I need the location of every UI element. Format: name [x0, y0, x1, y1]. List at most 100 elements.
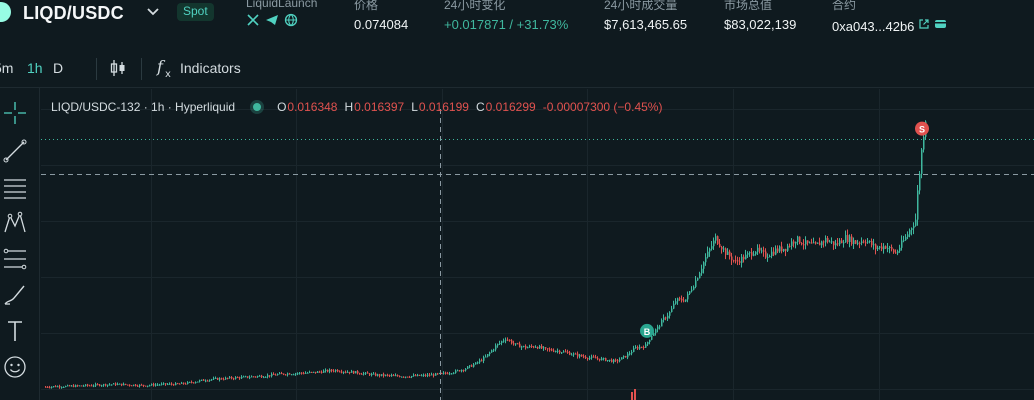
emoji-icon[interactable] — [0, 352, 30, 382]
candle-body — [209, 379, 211, 381]
candle-body — [303, 373, 305, 375]
candle-body — [915, 219, 917, 226]
candle-body — [859, 242, 861, 244]
candlestick-type-icon[interactable] — [110, 58, 126, 81]
candle-body — [643, 347, 645, 349]
candle-body — [415, 375, 417, 377]
pair-selector[interactable]: LIQD/USDC — [23, 3, 124, 23]
candle-body — [755, 251, 757, 255]
candle-body — [749, 252, 751, 254]
x-icon[interactable] — [246, 13, 260, 27]
candle-body — [409, 376, 411, 378]
candle-body — [403, 376, 405, 378]
candle-body — [667, 315, 669, 319]
candle-body — [53, 386, 55, 388]
candle-body — [737, 260, 739, 262]
candle-body — [123, 383, 125, 386]
candle-body — [569, 352, 571, 355]
candle-body — [779, 246, 781, 252]
candle-body — [883, 246, 885, 250]
candle-body — [207, 380, 209, 382]
stat-contract-value[interactable]: 0xa043...42b6 — [832, 18, 915, 34]
candle-body — [675, 301, 677, 304]
candle-body — [285, 374, 287, 376]
interval-1h[interactable]: 1h — [27, 60, 43, 76]
stat-24h-volume: 24小时成交量 $7,613,465.65 — [604, 0, 687, 32]
candle-body — [549, 349, 551, 351]
telegram-icon[interactable] — [265, 13, 279, 27]
candle-body — [177, 383, 179, 385]
legend-open-value: 0.016348 — [287, 100, 338, 114]
globe-icon[interactable] — [284, 13, 298, 27]
interval-5m[interactable]: 5m — [0, 60, 14, 76]
candle-body — [691, 289, 693, 292]
candle-body — [47, 386, 49, 388]
candle-body — [697, 278, 699, 281]
candle-body — [913, 225, 915, 229]
candle-body — [479, 360, 481, 363]
pattern-tool-icon[interactable] — [0, 208, 30, 238]
price-chart-canvas[interactable]: BS — [41, 89, 1034, 400]
candle-body — [689, 291, 691, 294]
candle-body — [449, 373, 451, 375]
candle-body — [489, 352, 491, 355]
candle-body — [557, 350, 559, 352]
candle-body — [513, 343, 515, 345]
candle-body — [657, 326, 659, 330]
horizontal-lines-icon[interactable] — [0, 172, 30, 202]
candle-body — [281, 373, 283, 375]
wallet-icon[interactable] — [934, 17, 947, 35]
candle-body — [669, 312, 671, 316]
indicators-button[interactable]: Indicators — [180, 60, 241, 76]
candle-body — [243, 376, 245, 378]
candle-body — [537, 346, 539, 349]
candle-body — [83, 385, 85, 387]
candle-body — [203, 379, 205, 381]
candle-body — [503, 340, 505, 342]
candle-body — [631, 351, 633, 354]
candle-body — [341, 371, 343, 373]
candle-body — [821, 241, 823, 246]
stat-24h-change-value: +0.017871 / +31.73% — [444, 17, 569, 32]
candle-body — [825, 237, 827, 243]
candle-body — [261, 375, 263, 378]
candle-body — [215, 377, 217, 379]
text-tool-icon[interactable] — [0, 316, 30, 346]
candle-body — [115, 383, 117, 385]
candle-body — [273, 373, 275, 375]
candle-body — [77, 385, 79, 387]
candle-body — [615, 359, 617, 361]
candle-body — [693, 286, 695, 290]
candle-body — [743, 256, 745, 260]
interval-d[interactable]: D — [53, 60, 64, 76]
candle-body — [55, 386, 57, 388]
candle-body — [237, 377, 239, 379]
candle-body — [445, 372, 447, 374]
fib-retracement-icon[interactable] — [0, 244, 30, 274]
candle-body — [295, 373, 297, 375]
candle-body — [785, 248, 787, 251]
crosshair-icon[interactable] — [0, 98, 30, 128]
candle-body — [679, 298, 681, 300]
candle-body — [165, 383, 167, 385]
chart-toolbar: 5m 1h D fx Indicators — [0, 48, 1034, 88]
candle-body — [433, 374, 435, 376]
candle-body — [333, 370, 335, 372]
candle-body — [413, 375, 415, 377]
candle-body — [559, 350, 561, 353]
candle-body — [97, 384, 99, 386]
chevron-down-icon[interactable] — [146, 4, 160, 22]
candle-body — [317, 371, 319, 373]
brush-icon[interactable] — [0, 280, 30, 310]
candle-body — [879, 246, 881, 248]
trend-line-icon[interactable] — [0, 136, 30, 166]
candle-body — [99, 384, 101, 386]
candle-body — [61, 387, 63, 389]
candle-body — [493, 349, 495, 351]
candle-body — [653, 333, 655, 337]
candle-body — [379, 374, 381, 376]
candle-body — [921, 149, 923, 174]
external-link-icon[interactable] — [918, 17, 930, 35]
